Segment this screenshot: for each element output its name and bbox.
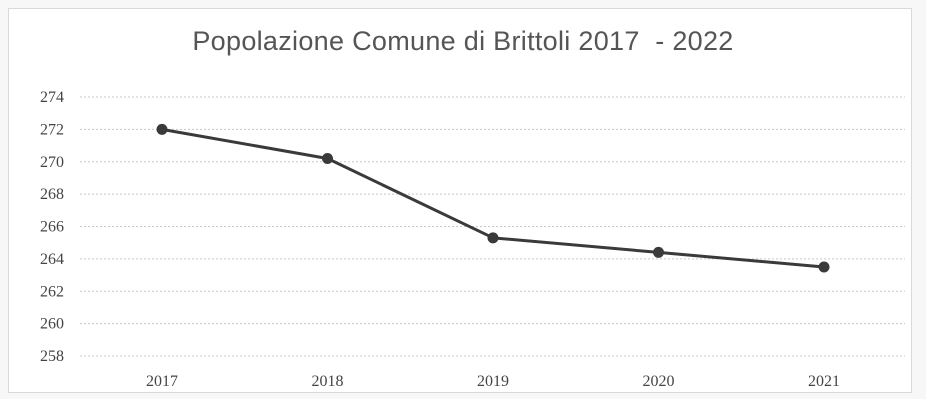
data-point-2020 — [653, 246, 664, 258]
y-tick-label: 274 — [40, 89, 64, 106]
chart-frame — [8, 8, 912, 393]
x-tick-label: 2020 — [643, 373, 675, 390]
series-line — [161, 127, 825, 269]
data-point-2018 — [322, 153, 333, 165]
y-tick-label: 272 — [40, 121, 64, 138]
y-tick-label: 262 — [40, 283, 64, 300]
y-tick-label: 270 — [40, 154, 64, 171]
data-point-2021 — [818, 261, 830, 273]
y-tick-label: 264 — [40, 251, 64, 268]
x-axis-ticks: 2017 2018 2019 2020 2021 — [146, 373, 840, 390]
x-tick-label: 2017 — [146, 373, 178, 390]
data-point-2019 — [487, 232, 499, 244]
data-point-2017 — [156, 123, 168, 135]
y-tick-label: 260 — [40, 316, 64, 333]
y-axis-ticks: 258 260 262 264 266 268 270 272 274 — [40, 89, 64, 365]
x-tick-label: 2019 — [477, 373, 509, 390]
y-tick-label: 266 — [40, 219, 64, 236]
y-tick-label: 258 — [40, 348, 64, 365]
chart-title: Popolazione Comune di Brittoli 2017 - 20… — [192, 26, 734, 56]
series-layer — [156, 123, 830, 273]
x-tick-label: 2018 — [312, 373, 344, 390]
y-tick-label: 268 — [40, 186, 64, 203]
x-tick-label: 2021 — [808, 373, 840, 390]
grid-layer — [80, 96, 905, 357]
